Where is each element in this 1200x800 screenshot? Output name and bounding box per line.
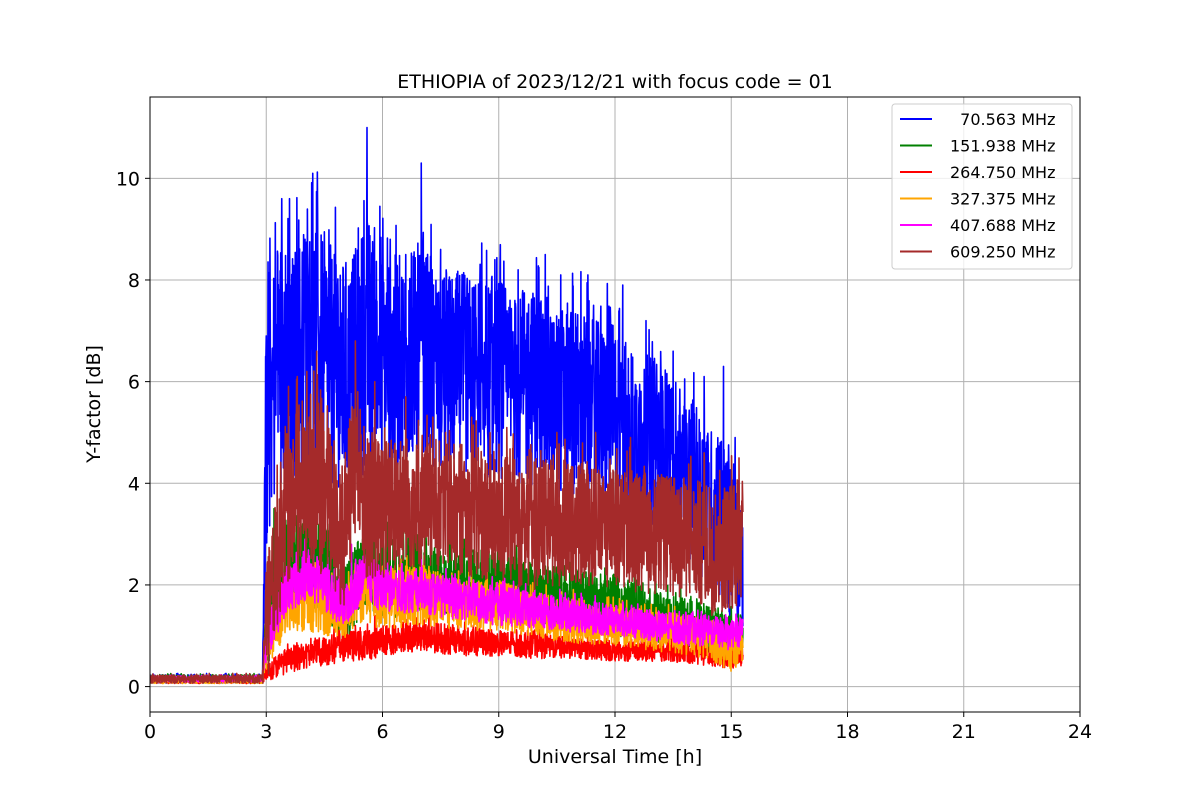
x-tick-label: 15 (719, 721, 743, 743)
y-tick-label: 8 (128, 270, 140, 292)
x-tick-label: 3 (260, 721, 272, 743)
series-line-5 (150, 340, 744, 684)
x-tick-label: 18 (835, 721, 859, 743)
legend: 70.563 MHz 151.938 MHz 264.750 MHz 327.375 … (891, 103, 1073, 270)
y-axis-label: Y-factor [dB] (83, 345, 105, 464)
legend-label: 151.938 MHz (950, 137, 1055, 156)
y-tick-label: 4 (128, 473, 140, 495)
x-axis-label: Universal Time [h] (528, 746, 702, 768)
x-tick-label: 21 (952, 721, 976, 743)
y-axis-ticks: 0 2 4 6 8 10 (116, 168, 150, 699)
legend-label: 264.750 MHz (950, 163, 1055, 182)
x-tick-label: 6 (376, 721, 388, 743)
y-tick-label: 6 (128, 372, 140, 394)
legend-label: 70.563 MHz (950, 110, 1055, 129)
legend-label: 407.688 MHz (950, 216, 1055, 235)
y-tick-label: 10 (116, 168, 140, 190)
y-tick-label: 0 (128, 677, 140, 699)
legend-label: 609.250 MHz (950, 243, 1055, 262)
x-tick-label: 0 (144, 721, 156, 743)
x-tick-label: 12 (603, 721, 627, 743)
legend-label: 327.375 MHz (950, 190, 1055, 209)
x-tick-label: 24 (1068, 721, 1092, 743)
chart-title: ETHIOPIA of 2023/12/21 with focus code =… (397, 71, 833, 93)
x-tick-label: 9 (493, 721, 505, 743)
x-axis-ticks: 0 3 6 9 12 15 18 21 24 (144, 712, 1092, 743)
y-tick-label: 2 (128, 575, 140, 597)
legend-box (891, 103, 1073, 270)
series-layer (150, 126, 744, 685)
